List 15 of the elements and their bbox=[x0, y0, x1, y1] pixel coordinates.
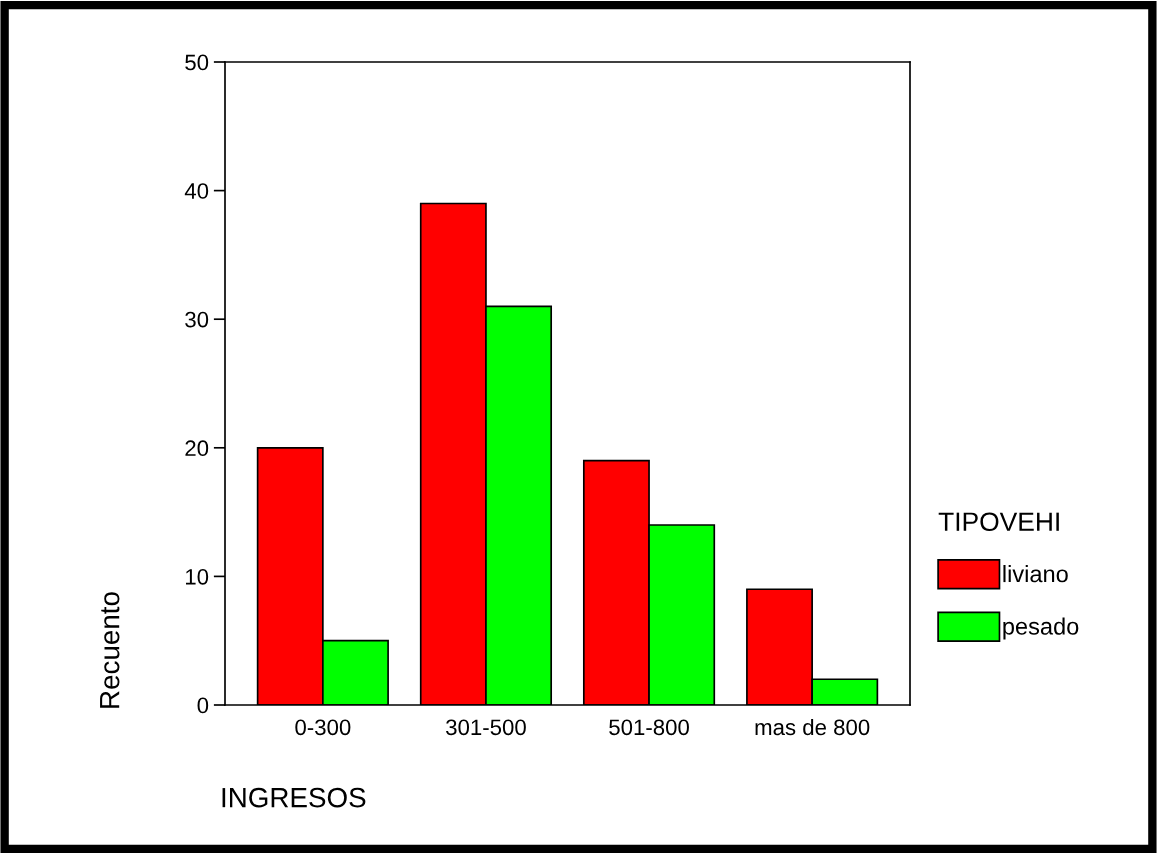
y-tick-label: 40 bbox=[184, 183, 209, 199]
x-tick-label: mas de 800 bbox=[755, 718, 870, 736]
x-tick-label: 301-500 bbox=[446, 719, 526, 736]
y-tick-label: 20 bbox=[185, 440, 209, 457]
legend-label: liviano bbox=[1003, 564, 1068, 583]
y-axis-title: Recuento bbox=[100, 592, 120, 708]
y-tick-label: 30 bbox=[185, 311, 209, 328]
legend-title: TIPOVEHI bbox=[938, 512, 1059, 532]
y-tick-label: 0 bbox=[197, 697, 209, 714]
x-axis-title: INGRESOS bbox=[222, 787, 366, 808]
x-tick-label: 0-300 bbox=[295, 719, 351, 736]
y-tick-label: 10 bbox=[186, 568, 209, 585]
y-tick-label: 50 bbox=[185, 54, 209, 71]
legend-label: pesado bbox=[1003, 617, 1079, 640]
x-tick-label: 501-800 bbox=[609, 719, 689, 736]
